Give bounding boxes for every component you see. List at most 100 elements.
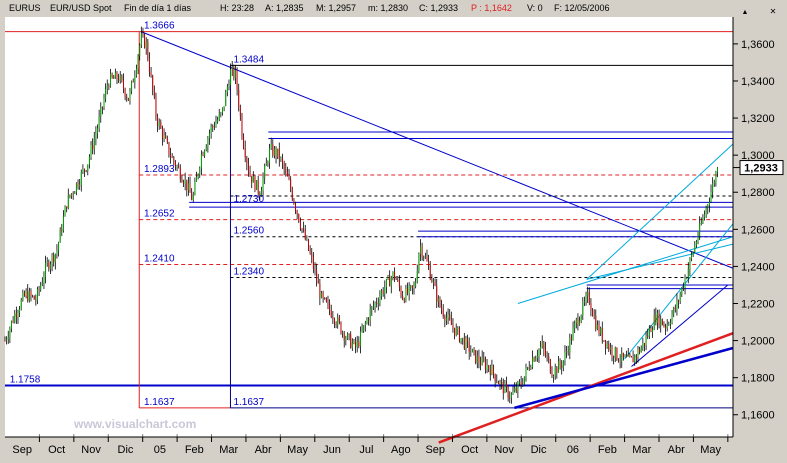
candle-body: [462, 337, 464, 339]
candle-body: [17, 312, 19, 317]
candle-body: [488, 365, 490, 370]
candle-body: [176, 166, 178, 168]
header-open: A: 1,2835: [265, 3, 304, 13]
candle-body: [619, 361, 621, 363]
candle-body: [392, 272, 394, 279]
candle-body: [327, 301, 329, 304]
candle-body: [217, 119, 219, 123]
candle-body: [507, 386, 509, 398]
x-tick-label: Nov: [81, 444, 101, 456]
candle-body: [634, 355, 636, 363]
candle-body: [90, 145, 92, 157]
candle-body: [342, 332, 344, 334]
candle-body: [345, 338, 347, 341]
candle-body: [88, 156, 90, 165]
x-tick-label: Feb: [185, 444, 204, 456]
candle-body: [111, 73, 113, 78]
candle-body: [520, 382, 522, 386]
candle-body: [395, 278, 397, 280]
candle-body: [554, 367, 556, 377]
candle-body: [87, 164, 89, 171]
watermark: www.visualchart.com: [73, 417, 196, 431]
drawing-layer: [5, 31, 734, 444]
candle-body: [67, 194, 69, 209]
candle-body: [549, 359, 551, 373]
candle-body: [566, 351, 568, 353]
candle-body: [184, 179, 186, 184]
candle-body: [249, 172, 251, 177]
candle-body: [350, 334, 352, 348]
candle-body: [256, 180, 258, 190]
candle-body: [116, 72, 118, 80]
candle-body: [343, 332, 345, 341]
candle-body: [181, 179, 183, 183]
fib-level-label: 1.2410: [144, 254, 175, 265]
x-tick-label: Dic: [531, 444, 547, 456]
candle-body: [530, 367, 532, 369]
candle-body: [101, 106, 103, 108]
y-tick-label: 1,1800: [741, 373, 775, 385]
candle-body: [295, 203, 297, 211]
candle-body: [353, 340, 355, 343]
candle-body: [92, 145, 94, 150]
candle-body: [166, 138, 168, 143]
candle-body: [407, 288, 409, 294]
plot-area[interactable]: [5, 17, 733, 437]
header-high: M: 1,2957: [316, 3, 356, 13]
candle-body: [288, 176, 290, 180]
candle-body: [642, 343, 644, 348]
candle-body: [335, 323, 337, 325]
candle-body: [473, 349, 475, 351]
candle-body: [80, 171, 82, 185]
candle-body: [470, 352, 472, 354]
x-tick-label: Mar: [632, 444, 651, 456]
candle-body: [113, 77, 115, 79]
candle-body: [476, 356, 478, 364]
candle-body: [598, 324, 600, 334]
candle-body: [575, 319, 577, 324]
candle-body: [567, 351, 569, 353]
last-price-marker: 1,2933: [739, 160, 784, 176]
candle-body: [95, 133, 97, 139]
candle-body: [168, 142, 170, 155]
candle-body: [704, 214, 706, 218]
candle-body: [660, 319, 662, 327]
candle-body: [405, 288, 407, 302]
candle-body: [678, 300, 680, 302]
candle-body: [252, 175, 254, 183]
candle-body: [118, 79, 120, 81]
candle-body: [494, 374, 496, 382]
candle-body: [314, 268, 316, 271]
candle-body: [319, 283, 321, 298]
y-tick-label: 1,2800: [741, 187, 775, 199]
candle-body: [548, 356, 550, 360]
candle-body: [421, 245, 423, 257]
header-description: EUR/USD Spot: [50, 3, 112, 13]
candle-body: [415, 281, 417, 287]
candle-body: [468, 341, 470, 353]
x-tick-label: Abr: [255, 444, 272, 456]
candle-body: [674, 307, 676, 310]
candle-body: [496, 381, 498, 383]
candle-body: [178, 166, 180, 168]
candle-body: [475, 350, 477, 364]
window-close-button[interactable]: ✕: [770, 7, 777, 16]
header-date: F: 12/05/2006: [554, 3, 610, 13]
candle-body: [303, 228, 305, 230]
window-minimize-button[interactable]: ▲: [742, 9, 749, 16]
candle-body: [348, 333, 350, 335]
trend-line: [624, 223, 734, 360]
candle-body: [582, 301, 584, 316]
candle-body: [30, 291, 32, 296]
candle-body: [82, 169, 84, 172]
x-tick-label: Oct: [48, 444, 65, 456]
candle-body: [114, 72, 116, 79]
candle-body: [131, 81, 133, 92]
candle-body: [463, 337, 465, 349]
candle-body: [135, 68, 137, 76]
y-tick-label: 1,2600: [741, 224, 775, 236]
candle-body: [262, 177, 264, 191]
candle-body: [601, 328, 603, 341]
candle-body: [132, 81, 134, 83]
